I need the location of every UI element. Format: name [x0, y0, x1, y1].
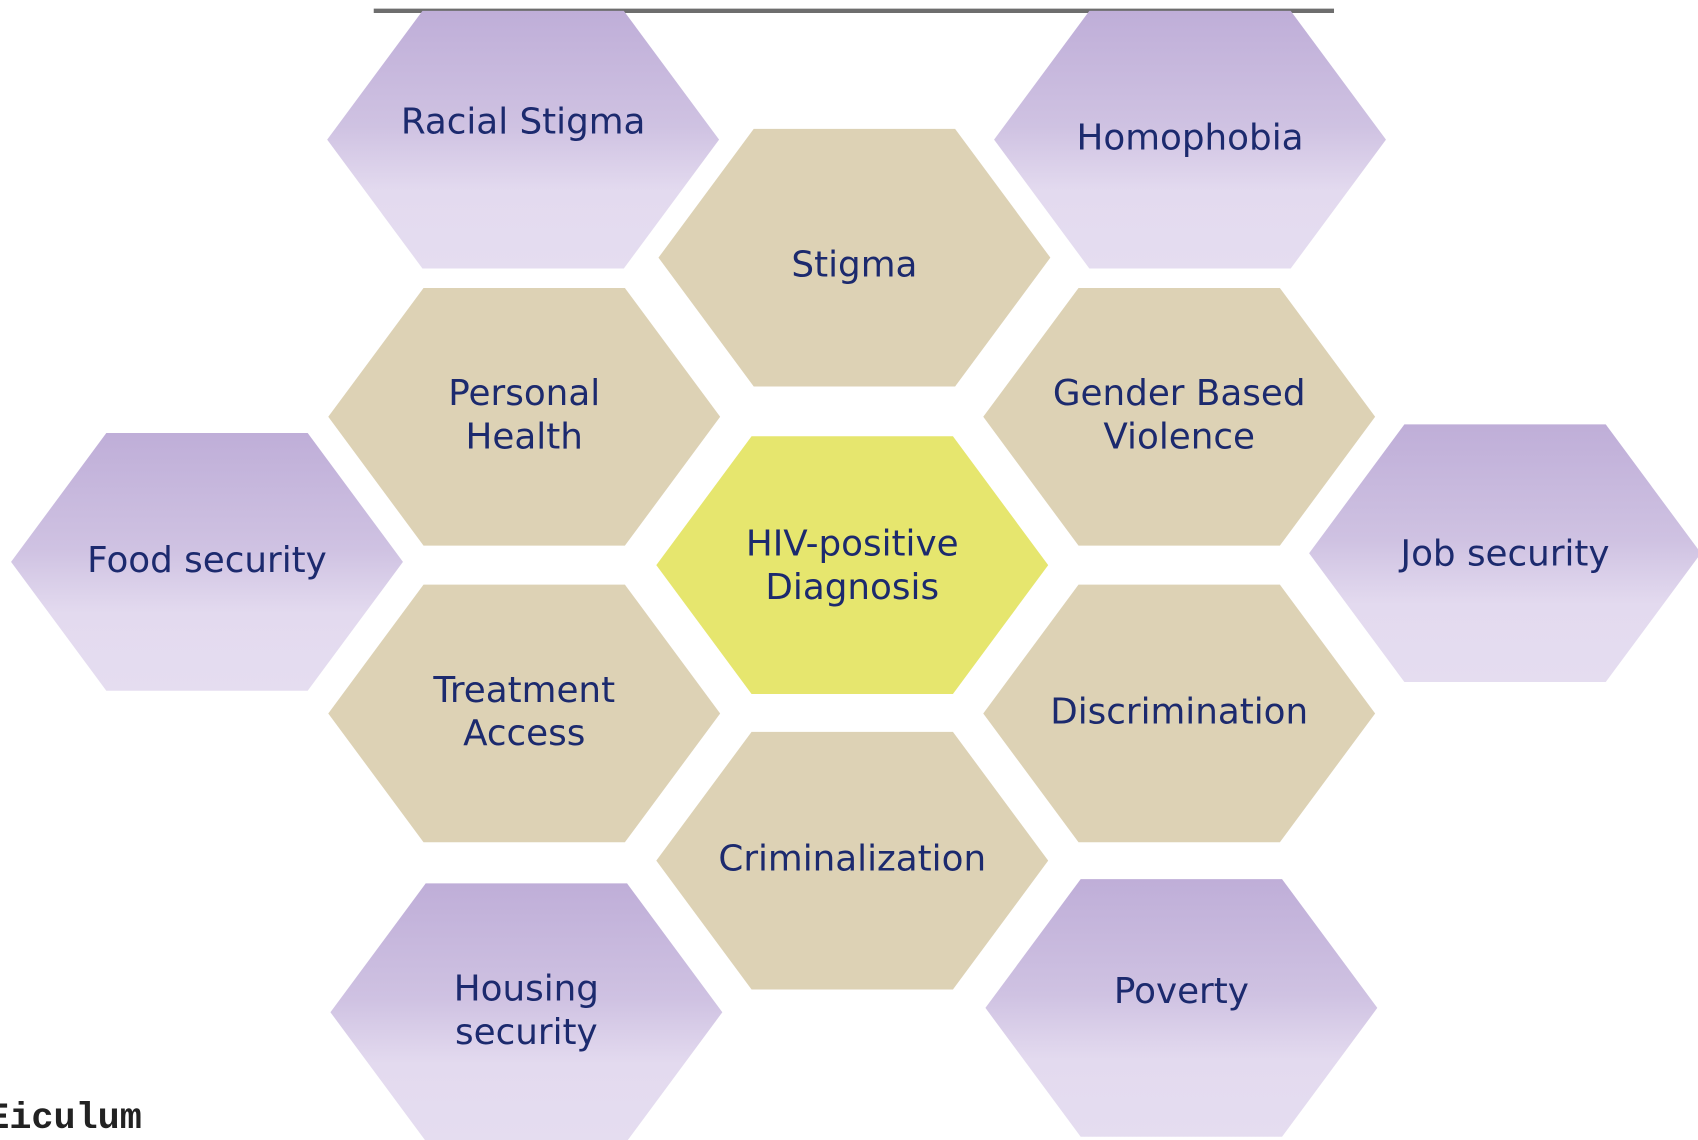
node-label: Discrimination	[1050, 691, 1308, 732]
hexagon	[328, 287, 721, 546]
node-label: security	[455, 1012, 598, 1053]
hexagon-node: Job security	[1309, 424, 1698, 683]
node-label: Access	[463, 713, 585, 754]
hexagon	[985, 879, 1378, 1137]
node-label: Criminalization	[718, 839, 986, 880]
hexagon	[658, 128, 1051, 387]
node-label: HIV-positive	[746, 524, 959, 565]
node-label: Health	[466, 416, 583, 457]
hexagon-node: Homophobia	[994, 10, 1386, 269]
hexagon	[328, 584, 721, 843]
hexagon	[327, 10, 720, 269]
node-label: Food security	[87, 540, 327, 581]
hexagon	[656, 731, 1049, 990]
node-label: Stigma	[791, 244, 917, 285]
node-label: Housing	[454, 969, 599, 1010]
node-label: Violence	[1103, 416, 1255, 457]
node-label: Personal	[448, 373, 600, 414]
hexagon	[983, 584, 1376, 843]
hexagon-node: Discrimination	[983, 584, 1376, 843]
node-label: Job security	[1399, 533, 1610, 574]
hexagon	[330, 883, 723, 1140]
node-label: Treatment	[432, 670, 615, 711]
hexagon	[11, 433, 403, 691]
node-label: Homophobia	[1077, 118, 1304, 159]
hexagon	[994, 10, 1386, 269]
node-label: Racial Stigma	[401, 101, 646, 142]
hexagon-node: Criminalization	[656, 731, 1049, 990]
node-label: Gender Based	[1053, 373, 1306, 414]
hexagon-node: Poverty	[985, 879, 1378, 1137]
hexagon-node: Food security	[11, 433, 403, 691]
hexagon-node: Stigma	[658, 128, 1051, 387]
hexagon-node: Racial Stigma	[327, 10, 720, 269]
node-label: Poverty	[1114, 971, 1249, 1012]
hexagon	[983, 287, 1376, 546]
hexagon	[656, 436, 1049, 694]
watermark: Eiculum	[0, 1098, 142, 1140]
hexagon	[1309, 424, 1698, 683]
node-label: Diagnosis	[765, 567, 939, 608]
